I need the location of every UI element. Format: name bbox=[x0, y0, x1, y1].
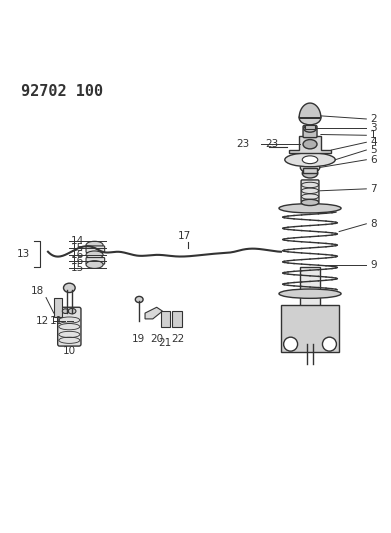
Text: 5: 5 bbox=[370, 145, 377, 155]
Ellipse shape bbox=[279, 204, 341, 213]
Text: 19: 19 bbox=[132, 334, 145, 344]
Text: 10: 10 bbox=[63, 346, 76, 356]
Text: 2: 2 bbox=[370, 114, 377, 124]
Ellipse shape bbox=[62, 309, 68, 313]
Text: 4: 4 bbox=[370, 138, 377, 147]
Text: 1: 1 bbox=[370, 130, 377, 140]
Polygon shape bbox=[299, 103, 321, 118]
FancyBboxPatch shape bbox=[301, 180, 319, 201]
Ellipse shape bbox=[303, 140, 317, 149]
Text: 16: 16 bbox=[70, 256, 84, 266]
Ellipse shape bbox=[86, 251, 103, 259]
FancyBboxPatch shape bbox=[86, 257, 105, 264]
Text: 15: 15 bbox=[70, 243, 84, 253]
Text: 18: 18 bbox=[31, 286, 44, 296]
FancyBboxPatch shape bbox=[303, 126, 317, 138]
Ellipse shape bbox=[301, 199, 319, 206]
Polygon shape bbox=[289, 136, 332, 153]
FancyBboxPatch shape bbox=[305, 125, 315, 128]
FancyBboxPatch shape bbox=[161, 311, 170, 327]
Ellipse shape bbox=[279, 289, 341, 298]
Text: 8: 8 bbox=[370, 219, 377, 229]
Ellipse shape bbox=[135, 296, 143, 303]
Text: 21: 21 bbox=[159, 338, 172, 349]
Text: 22: 22 bbox=[171, 334, 185, 344]
Ellipse shape bbox=[285, 153, 335, 167]
FancyBboxPatch shape bbox=[300, 266, 320, 313]
FancyBboxPatch shape bbox=[58, 307, 81, 346]
Text: 15: 15 bbox=[70, 263, 84, 273]
Ellipse shape bbox=[302, 156, 318, 164]
Text: 13: 13 bbox=[17, 249, 30, 259]
Ellipse shape bbox=[86, 241, 103, 249]
FancyBboxPatch shape bbox=[303, 167, 317, 173]
Ellipse shape bbox=[63, 283, 75, 293]
FancyBboxPatch shape bbox=[172, 311, 182, 327]
Text: 3: 3 bbox=[370, 123, 377, 133]
Text: 92702 100: 92702 100 bbox=[21, 84, 103, 99]
Text: 23: 23 bbox=[237, 139, 250, 149]
FancyBboxPatch shape bbox=[54, 297, 61, 317]
Ellipse shape bbox=[304, 125, 316, 132]
FancyBboxPatch shape bbox=[86, 246, 105, 253]
Ellipse shape bbox=[302, 168, 318, 178]
Ellipse shape bbox=[300, 162, 320, 173]
Text: 9: 9 bbox=[370, 260, 377, 270]
Text: 23: 23 bbox=[265, 139, 279, 149]
Text: 17: 17 bbox=[178, 231, 191, 241]
Text: 14: 14 bbox=[70, 236, 84, 246]
FancyBboxPatch shape bbox=[281, 305, 339, 352]
Text: 6: 6 bbox=[370, 155, 377, 165]
Ellipse shape bbox=[283, 337, 298, 351]
Text: 16: 16 bbox=[70, 250, 84, 260]
Ellipse shape bbox=[323, 337, 336, 351]
Ellipse shape bbox=[299, 111, 321, 125]
Polygon shape bbox=[145, 307, 163, 319]
Text: 7: 7 bbox=[370, 184, 377, 194]
Text: 11: 11 bbox=[50, 316, 63, 326]
Ellipse shape bbox=[86, 261, 103, 269]
Text: 12: 12 bbox=[36, 316, 49, 326]
Ellipse shape bbox=[68, 309, 76, 314]
Text: 20: 20 bbox=[150, 334, 163, 344]
